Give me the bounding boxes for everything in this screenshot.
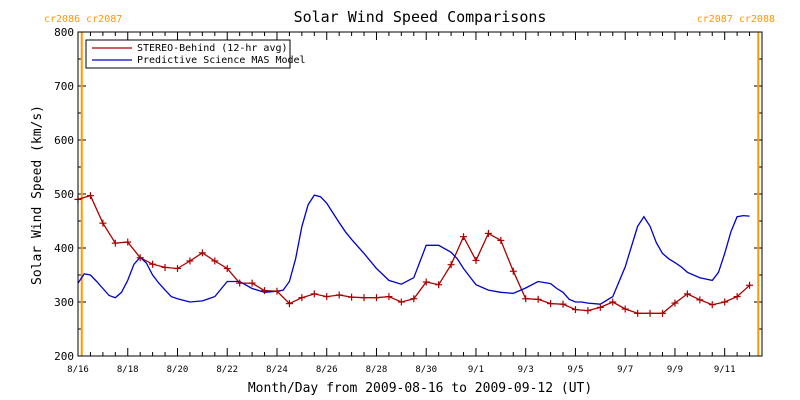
data-point-stereo bbox=[659, 309, 667, 317]
data-point-stereo bbox=[261, 287, 269, 295]
legend-label-model: Predictive Science MAS Model bbox=[137, 55, 306, 66]
data-point-stereo bbox=[211, 257, 219, 265]
data-point-stereo bbox=[646, 309, 654, 317]
data-point-stereo bbox=[547, 300, 555, 308]
carrington-marker-label: cr2087 cr2088 bbox=[697, 14, 775, 25]
data-point-stereo bbox=[372, 294, 380, 302]
x-tick-label: 9/11 bbox=[714, 365, 736, 375]
data-point-stereo bbox=[559, 300, 567, 308]
data-point-stereo bbox=[136, 254, 144, 262]
data-point-stereo bbox=[609, 298, 617, 306]
x-tick-label: 9/9 bbox=[667, 365, 683, 375]
data-point-stereo bbox=[746, 281, 754, 289]
plot-frame bbox=[77, 31, 763, 357]
y-tick-label: 600 bbox=[54, 134, 74, 147]
data-point-stereo bbox=[497, 236, 505, 244]
data-point-stereo bbox=[348, 293, 356, 301]
data-point-stereo bbox=[86, 192, 94, 200]
x-tick-label: 8/18 bbox=[117, 365, 139, 375]
data-point-stereo bbox=[410, 295, 418, 303]
data-point-stereo bbox=[621, 305, 629, 313]
data-point-stereo bbox=[298, 294, 306, 302]
x-tick-label: 8/22 bbox=[216, 365, 238, 375]
data-point-stereo bbox=[335, 291, 343, 299]
data-point-stereo bbox=[223, 265, 231, 273]
data-point-stereo bbox=[323, 293, 331, 301]
x-tick-label: 9/3 bbox=[518, 365, 534, 375]
data-point-stereo bbox=[360, 294, 368, 302]
data-point-stereo bbox=[285, 300, 293, 308]
data-point-stereo bbox=[161, 263, 169, 271]
carrington-marker-label: cr2086 cr2087 bbox=[44, 14, 122, 25]
y-tick-label: 500 bbox=[54, 188, 74, 201]
data-point-stereo bbox=[248, 279, 256, 287]
x-tick-label: 8/16 bbox=[67, 365, 89, 375]
data-point-stereo bbox=[733, 293, 741, 301]
x-tick-label: 8/24 bbox=[266, 365, 288, 375]
data-point-stereo bbox=[708, 301, 716, 309]
x-tick-label: 8/20 bbox=[167, 365, 189, 375]
data-point-stereo bbox=[584, 307, 592, 315]
data-point-stereo bbox=[509, 267, 517, 275]
data-point-stereo bbox=[236, 279, 244, 287]
x-tick-label: 8/28 bbox=[366, 365, 388, 375]
y-tick-label: 400 bbox=[54, 242, 74, 255]
data-point-stereo bbox=[198, 249, 206, 257]
y-tick-label: 800 bbox=[54, 26, 74, 39]
y-tick-label: 300 bbox=[54, 296, 74, 309]
data-point-stereo bbox=[696, 296, 704, 304]
data-point-stereo bbox=[596, 303, 604, 311]
data-point-stereo bbox=[522, 295, 530, 303]
data-point-stereo bbox=[571, 306, 579, 314]
legend: STEREO-Behind (12-hr avg) Predictive Sci… bbox=[85, 39, 306, 69]
data-point-stereo bbox=[435, 281, 443, 289]
data-point-stereo bbox=[385, 293, 393, 301]
x-tick-label: 9/5 bbox=[567, 365, 583, 375]
data-point-stereo bbox=[111, 239, 119, 247]
data-point-stereo bbox=[460, 233, 468, 241]
x-tick-label: 8/30 bbox=[415, 365, 437, 375]
y-tick-label: 700 bbox=[54, 80, 74, 93]
data-point-stereo bbox=[310, 290, 318, 298]
series-line-model bbox=[77, 194, 750, 305]
data-point-stereo bbox=[397, 298, 405, 306]
x-tick-label: 9/1 bbox=[468, 365, 484, 375]
data-point-stereo bbox=[173, 265, 181, 273]
data-point-stereo bbox=[721, 298, 729, 306]
data-point-stereo bbox=[634, 309, 642, 317]
data-point-stereo bbox=[149, 260, 157, 268]
legend-box bbox=[85, 39, 291, 69]
data-point-stereo bbox=[99, 219, 107, 227]
x-axis-title: Month/Day from 2009-08-16 to 2009-09-12 … bbox=[248, 381, 592, 396]
data-point-stereo bbox=[124, 238, 132, 246]
data-point-stereo bbox=[447, 261, 455, 269]
x-tick-label: 9/7 bbox=[617, 365, 633, 375]
data-point-stereo bbox=[472, 256, 480, 264]
y-axis-title: Solar Wind Speed (km/s) bbox=[30, 105, 45, 285]
chart-title: Solar Wind Speed Comparisons bbox=[294, 8, 547, 26]
y-tick-label: 200 bbox=[54, 350, 74, 363]
data-point-stereo bbox=[186, 257, 194, 265]
data-point-stereo bbox=[484, 229, 492, 237]
data-point-stereo bbox=[422, 278, 430, 286]
data-point-stereo bbox=[671, 299, 679, 307]
data-point-stereo bbox=[534, 295, 542, 303]
x-tick-label: 8/26 bbox=[316, 365, 338, 375]
data-point-stereo bbox=[273, 287, 281, 295]
legend-label-stereo: STEREO-Behind (12-hr avg) bbox=[137, 43, 288, 54]
data-point-stereo bbox=[683, 290, 691, 298]
